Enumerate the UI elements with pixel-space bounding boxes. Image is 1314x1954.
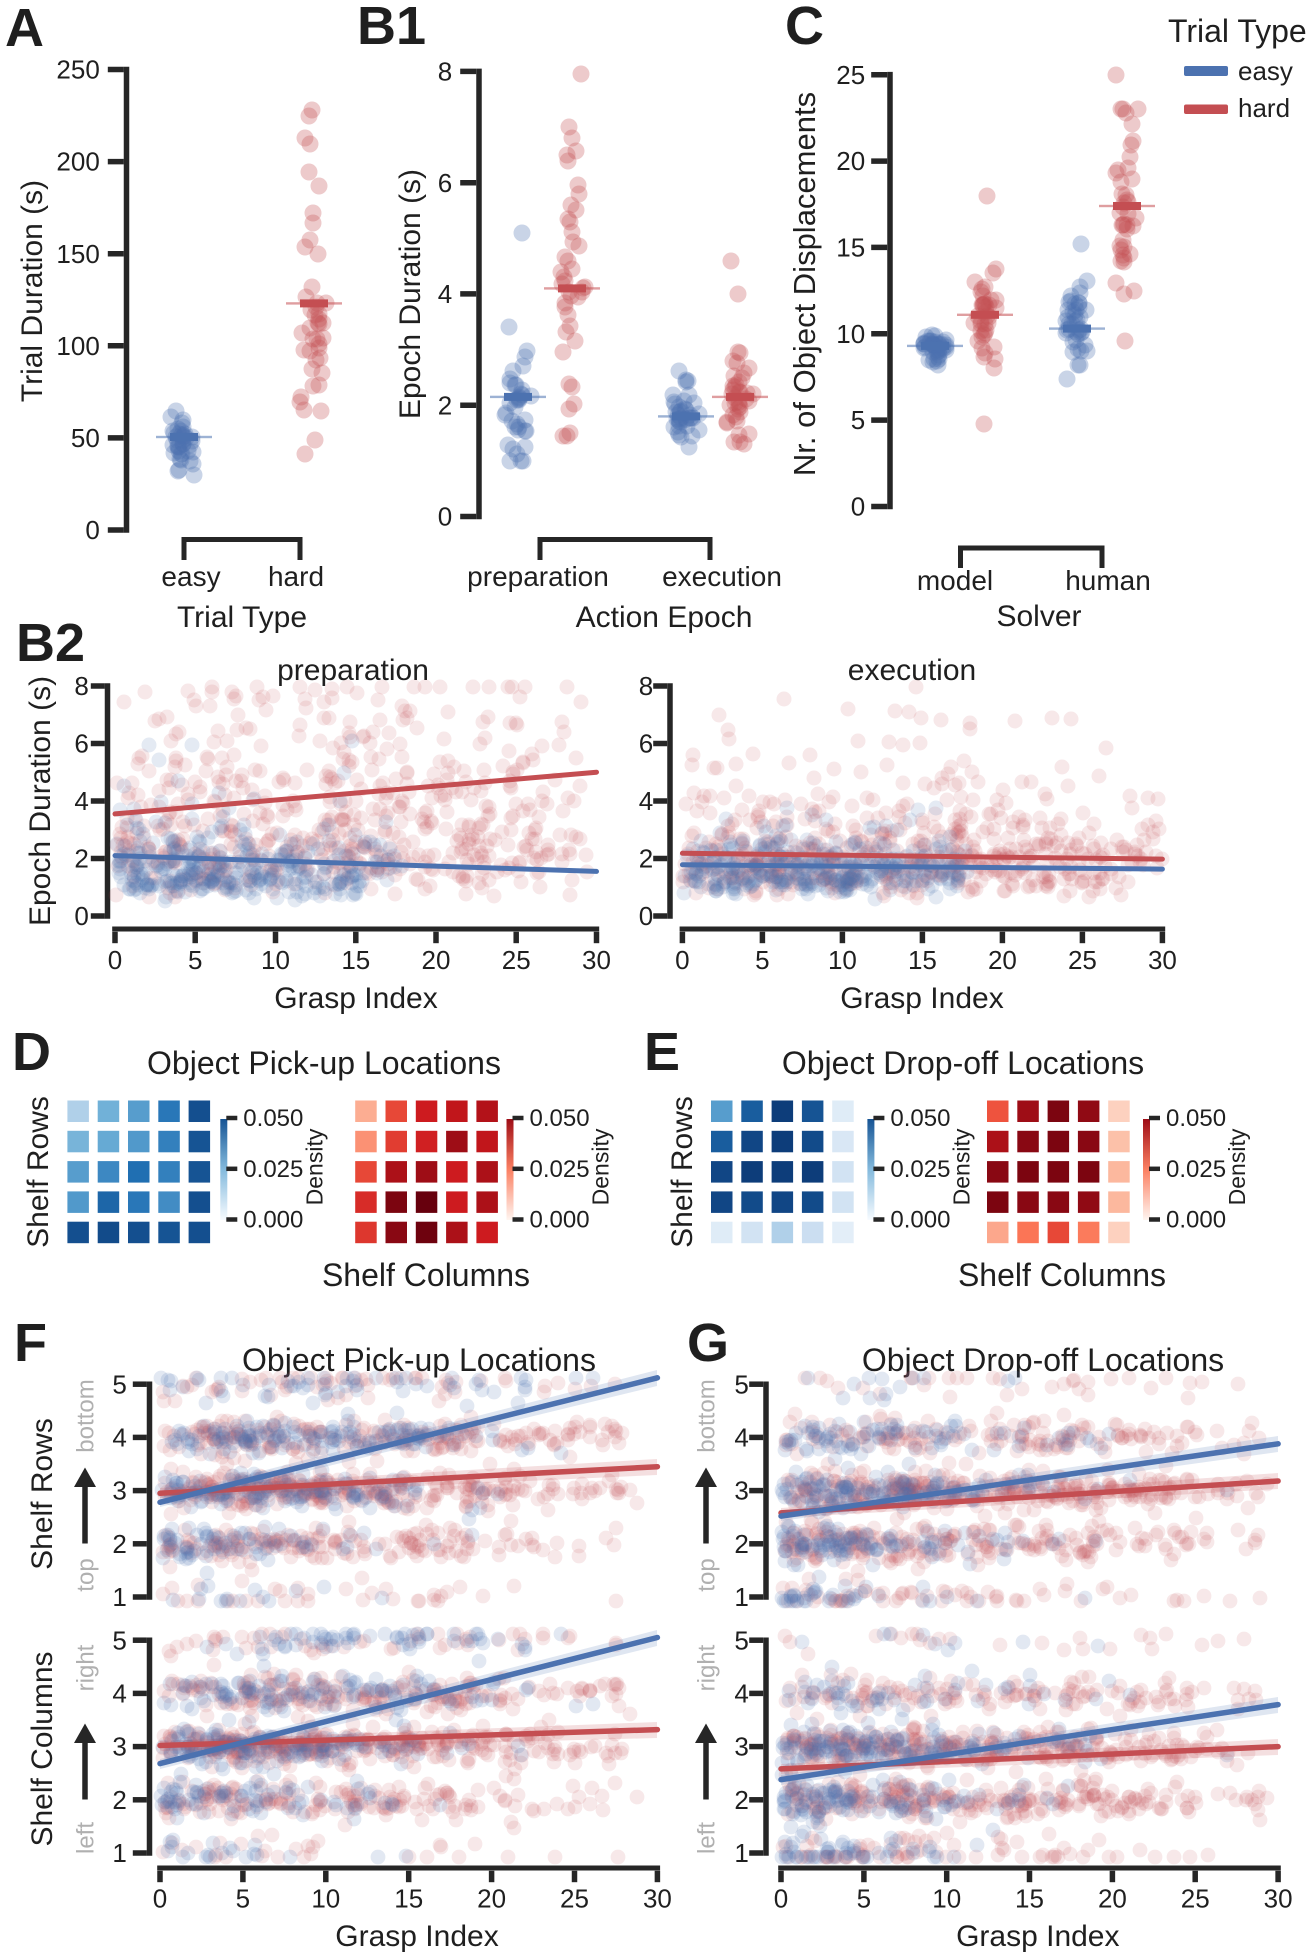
svg-text:Trial Duration (s): Trial Duration (s) [16, 180, 49, 402]
svg-text:E: E [644, 1022, 680, 1082]
svg-text:Object Drop-off Locations: Object Drop-off Locations [782, 1045, 1144, 1081]
svg-text:B2: B2 [16, 613, 85, 673]
svg-text:0: 0 [438, 502, 452, 532]
svg-text:Solver: Solver [996, 600, 1081, 633]
svg-text:Nr. of Object Displacements: Nr. of Object Displacements [787, 92, 822, 476]
svg-text:0.025: 0.025 [530, 1156, 590, 1183]
svg-text:0.025: 0.025 [890, 1156, 950, 1183]
svg-text:0.050: 0.050 [243, 1105, 303, 1132]
svg-text:5: 5 [851, 405, 865, 435]
svg-text:15: 15 [341, 945, 370, 975]
svg-text:Epoch Duration (s): Epoch Duration (s) [24, 676, 57, 926]
svg-text:50: 50 [71, 423, 100, 453]
svg-text:preparation: preparation [277, 654, 429, 687]
svg-text:Density: Density [301, 1128, 327, 1205]
svg-text:Action Epoch: Action Epoch [576, 601, 753, 634]
svg-text:4: 4 [112, 1423, 126, 1453]
svg-text:10: 10 [836, 319, 865, 349]
svg-text:2: 2 [639, 844, 653, 874]
svg-text:hard: hard [1238, 93, 1290, 123]
svg-text:4: 4 [112, 1679, 126, 1709]
svg-text:Shelf Columns: Shelf Columns [322, 1257, 530, 1293]
svg-text:200: 200 [56, 147, 99, 177]
svg-text:Density: Density [1224, 1128, 1250, 1205]
svg-text:Grasp Index: Grasp Index [274, 982, 437, 1015]
svg-text:5: 5 [755, 945, 769, 975]
svg-text:6: 6 [74, 729, 88, 759]
svg-text:Density: Density [588, 1128, 614, 1205]
svg-text:Trial Type: Trial Type [177, 601, 307, 634]
svg-text:100: 100 [56, 331, 99, 361]
svg-text:Trial Type: Trial Type [1168, 13, 1307, 49]
svg-text:0.050: 0.050 [1166, 1105, 1226, 1132]
svg-text:A: A [5, 0, 44, 58]
svg-text:B1: B1 [357, 0, 426, 56]
svg-text:execution: execution [662, 561, 782, 592]
svg-text:0: 0 [85, 515, 99, 545]
svg-text:0.000: 0.000 [890, 1207, 950, 1234]
svg-text:0: 0 [851, 492, 865, 522]
svg-text:0.000: 0.000 [243, 1207, 303, 1234]
svg-text:D: D [12, 1022, 51, 1082]
svg-text:30: 30 [582, 945, 611, 975]
svg-text:15: 15 [836, 233, 865, 263]
svg-text:preparation: preparation [467, 561, 609, 592]
svg-text:150: 150 [56, 239, 99, 269]
svg-text:10: 10 [261, 945, 290, 975]
svg-text:30: 30 [1148, 945, 1177, 975]
svg-text:easy: easy [1238, 56, 1293, 86]
svg-text:5: 5 [112, 1625, 126, 1655]
svg-text:Density: Density [948, 1128, 974, 1205]
svg-text:8: 8 [74, 671, 88, 701]
svg-text:3: 3 [112, 1476, 126, 1506]
svg-text:0: 0 [74, 901, 88, 931]
svg-text:25: 25 [836, 60, 865, 90]
svg-text:2: 2 [438, 390, 452, 420]
svg-text:0: 0 [675, 945, 689, 975]
svg-text:5: 5 [112, 1369, 126, 1399]
svg-text:5: 5 [188, 945, 202, 975]
svg-text:3: 3 [112, 1732, 126, 1762]
svg-text:4: 4 [639, 786, 653, 816]
svg-text:2: 2 [112, 1785, 126, 1815]
svg-text:0: 0 [108, 945, 122, 975]
svg-text:15: 15 [908, 945, 937, 975]
svg-text:8: 8 [438, 57, 452, 87]
svg-text:easy: easy [161, 561, 220, 592]
svg-text:0.050: 0.050 [890, 1105, 950, 1132]
svg-text:0: 0 [639, 901, 653, 931]
svg-text:0.025: 0.025 [243, 1156, 303, 1183]
svg-text:model: model [917, 565, 993, 596]
svg-text:20: 20 [988, 945, 1017, 975]
svg-text:Object Pick-up Locations: Object Pick-up Locations [147, 1045, 501, 1081]
svg-text:Epoch Duration (s): Epoch Duration (s) [394, 169, 427, 419]
svg-text:Shelf Rows: Shelf Rows [666, 1096, 699, 1248]
svg-text:0.050: 0.050 [530, 1105, 590, 1132]
svg-text:6: 6 [438, 168, 452, 198]
svg-text:C: C [785, 0, 824, 56]
svg-text:8: 8 [639, 671, 653, 701]
svg-text:Shelf Rows: Shelf Rows [22, 1096, 55, 1248]
svg-text:1: 1 [112, 1838, 126, 1868]
svg-text:Grasp Index: Grasp Index [840, 982, 1003, 1015]
svg-text:25: 25 [1068, 945, 1097, 975]
svg-text:2: 2 [74, 844, 88, 874]
svg-text:0.025: 0.025 [1166, 1156, 1226, 1183]
svg-text:F: F [14, 1313, 47, 1373]
svg-text:Shelf Columns: Shelf Columns [958, 1257, 1166, 1293]
svg-text:2: 2 [112, 1529, 126, 1559]
svg-text:20: 20 [422, 945, 451, 975]
svg-text:250: 250 [56, 55, 99, 85]
svg-text:1: 1 [112, 1582, 126, 1612]
svg-text:human: human [1065, 565, 1151, 596]
svg-text:25: 25 [502, 945, 531, 975]
svg-text:hard: hard [268, 561, 324, 592]
svg-text:4: 4 [438, 279, 452, 309]
svg-text:10: 10 [828, 945, 857, 975]
svg-text:0.000: 0.000 [1166, 1207, 1226, 1234]
svg-text:0.000: 0.000 [530, 1207, 590, 1234]
svg-text:4: 4 [74, 786, 88, 816]
svg-text:20: 20 [836, 146, 865, 176]
svg-text:6: 6 [639, 729, 653, 759]
